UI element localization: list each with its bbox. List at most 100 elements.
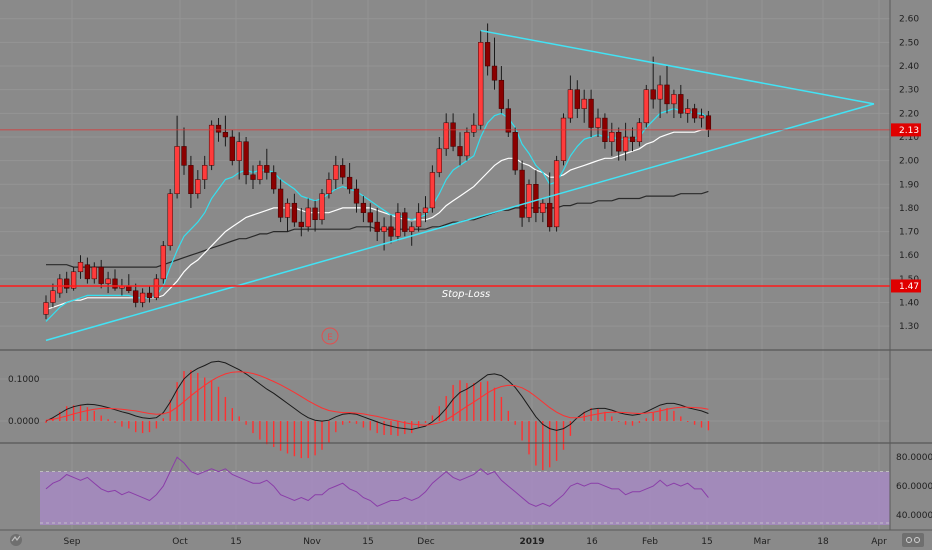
event-marker[interactable]: E [321,327,339,345]
candle [464,127,470,161]
logo-icon[interactable] [10,534,22,546]
candle-body [133,290,139,303]
candle [112,269,118,291]
candle-body [395,212,401,237]
candle-body [609,131,615,142]
time-tick-label: Dec [417,537,434,547]
stop-loss-label: Stop-Loss [442,289,490,300]
grid-lines [0,0,890,530]
candle-body [574,89,580,109]
candle-body [105,278,111,284]
event-marker-text: E [327,333,333,343]
candle [443,113,449,156]
candle-body [636,122,643,142]
candle [581,89,587,123]
time-tick-label: 16 [586,537,598,547]
candle-body [333,165,339,180]
candle [547,172,553,232]
candle [346,162,353,194]
candle [498,66,505,114]
candle-body [567,89,574,119]
candle [312,200,318,232]
candle [622,122,629,161]
candle [388,215,394,244]
candle-body [436,148,442,173]
macd-panel [45,360,710,471]
candle-body [705,115,712,131]
candle-body [346,176,353,190]
candle [691,103,698,123]
candle [250,165,256,190]
settings-icon[interactable] [902,533,924,547]
time-tick-label: Sep [64,537,81,547]
candle-body [643,89,649,124]
candle-body [271,172,277,190]
macd-tick-label: 0.0000 [8,417,40,427]
candle [153,274,160,301]
candle [50,283,56,308]
candle-body [505,108,511,133]
candle [422,196,429,223]
candle [671,89,677,119]
rsi-axis[interactable]: 80.0000 60.0000 40.0000 [896,453,932,521]
time-tick-label: Mar [754,537,771,547]
macd-line [45,360,709,431]
candle [381,217,387,251]
price-tick-label: 1.80 [899,204,919,214]
candle [685,99,691,123]
candle [505,99,511,137]
candle-body [222,131,229,138]
candle-body [43,302,49,315]
candle [208,120,215,171]
candle-body [388,226,394,237]
rsi-panel [40,456,890,525]
candle-body [519,169,525,218]
candle [70,267,77,291]
rsi-tick-label: 80.0000 [896,453,932,463]
candle [195,170,201,199]
macd-axis[interactable]: 0.1000 0.0000 [8,375,40,427]
candle [415,203,422,232]
candle-body [409,226,415,232]
time-tick-label: Feb [642,537,658,547]
candle [574,80,580,119]
candle [291,193,298,227]
candle [105,271,111,294]
candle-body [236,141,242,161]
lower-trendline [45,103,875,342]
candle-body [353,188,360,204]
stop-loss-value: 1.47 [899,282,919,292]
candle [305,198,311,232]
candle [588,89,594,137]
candle [450,113,456,152]
candle [243,136,249,185]
candle [678,84,684,119]
candle [512,127,518,175]
candle-body [512,131,518,171]
candle-body [229,136,235,161]
candle-body [678,94,684,114]
signal-line [45,371,709,426]
candle [133,283,139,308]
candle-body [657,84,663,100]
candle-body [664,84,670,105]
stop-loss-badge: 1.47 [891,279,921,293]
candle-body [560,117,567,161]
candle-body [153,278,160,299]
candle-body [402,212,408,232]
candle-body [471,124,477,133]
candle-body [326,179,332,194]
time-axis[interactable]: Sep Oct 15 Nov 15 Dec 2019 16 Feb 15 Mar 18 Apr [64,537,888,547]
candle-body [188,165,194,194]
time-tick-label: Apr [871,537,887,547]
time-tick-label: 18 [817,537,829,547]
candle [560,113,567,166]
candle [98,259,104,289]
candle-body [415,212,422,228]
candle-body [340,165,346,178]
price-tick-label: 2.40 [899,62,919,72]
price-tick-label: 1.30 [899,322,919,332]
candle-body [167,193,173,247]
